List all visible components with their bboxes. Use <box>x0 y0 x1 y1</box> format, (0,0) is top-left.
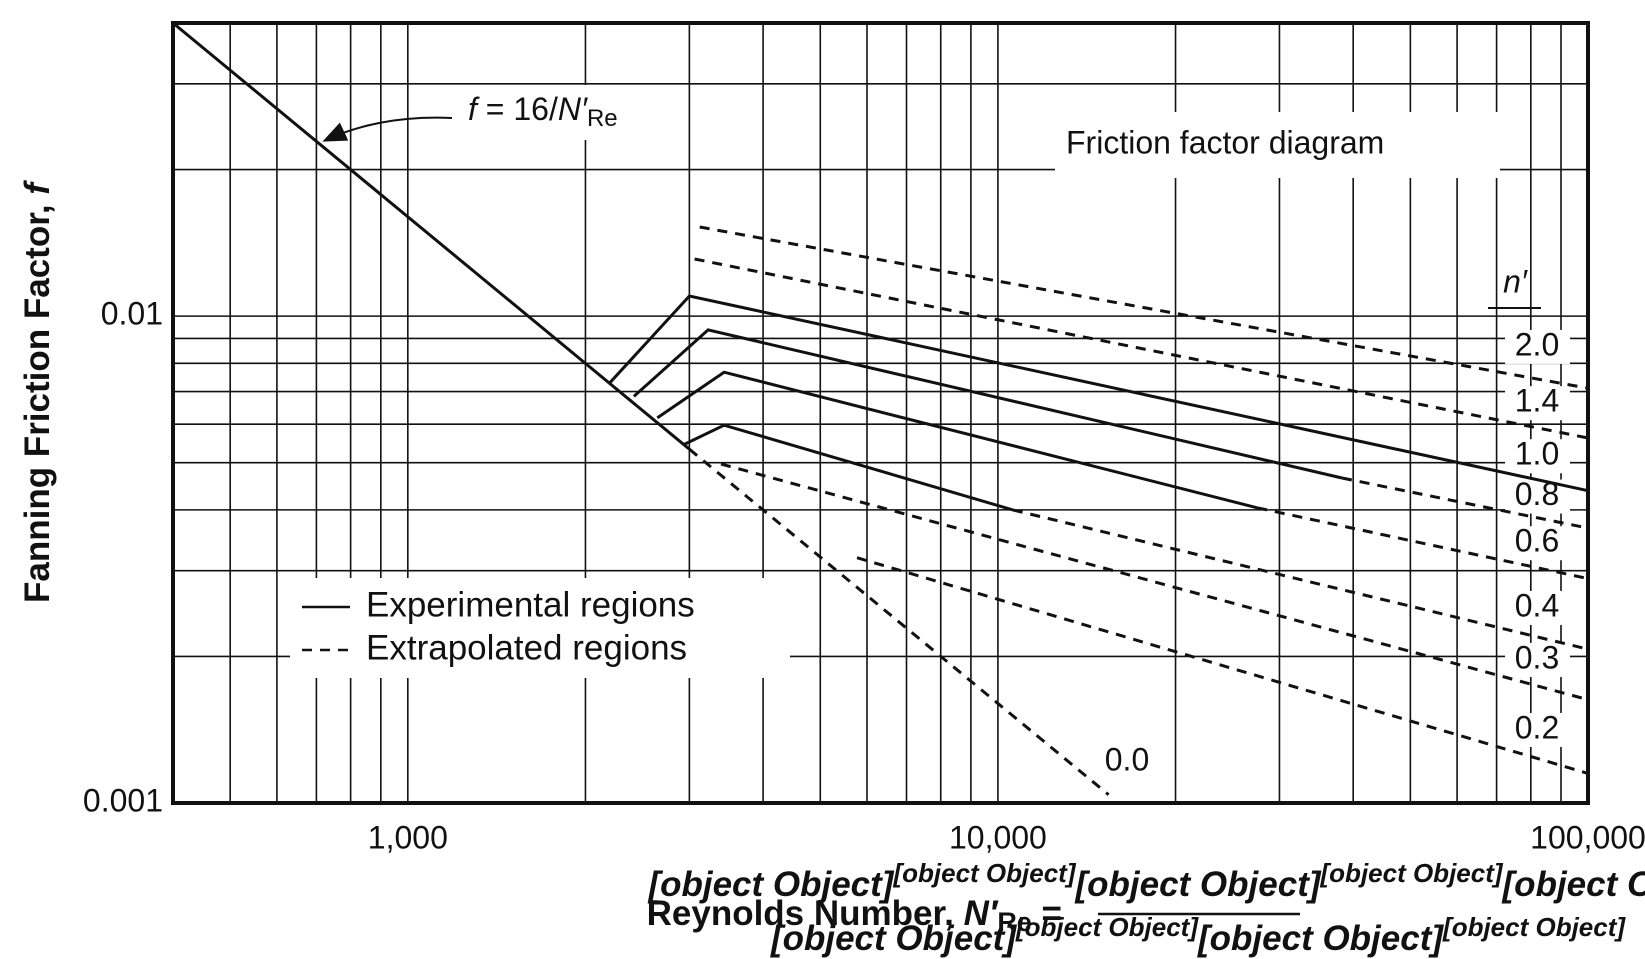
annotation-symbol: N′ <box>558 91 588 127</box>
x-axis-label-part: [object Object] <box>1015 912 1199 942</box>
inset-title: Friction factor diagram <box>1066 124 1384 160</box>
annotation-arrow <box>322 116 453 142</box>
series-label: 0.4 <box>1515 587 1559 623</box>
y-axis-label-symbol: f <box>18 180 57 195</box>
x-axis-label-part: [object Object] <box>1074 865 1321 904</box>
laminar-line <box>172 21 691 451</box>
x-axis-label-part: [object Object] <box>1320 858 1504 888</box>
annotation-subscript: Re <box>587 105 618 132</box>
legend-label: Extrapolated regions <box>366 628 687 667</box>
series-label: 0.8 <box>1515 476 1559 512</box>
label-background <box>1505 590 1570 625</box>
label-background <box>1505 526 1570 561</box>
series-label: 1.0 <box>1515 436 1559 472</box>
label-background <box>1505 712 1570 747</box>
extrapolated-line <box>688 448 1110 796</box>
label-background <box>1090 745 1160 779</box>
label-background <box>1505 642 1570 677</box>
series-label: 0.3 <box>1515 639 1559 675</box>
series-label: 0.6 <box>1515 523 1559 559</box>
experimental-line <box>632 328 1343 480</box>
series-label: 1.4 <box>1515 383 1559 419</box>
series-label: 0.0 <box>1105 741 1149 777</box>
extrapolated-line <box>699 225 1589 390</box>
x-axis-label-subscript: Re <box>997 907 1032 937</box>
y-tick-label: 0.01 <box>101 296 163 332</box>
label-background <box>455 85 680 140</box>
x-axis-label-part: [object Object] <box>1197 919 1444 958</box>
x-axis-label-text: Reynolds Number, <box>647 894 964 933</box>
label-background <box>1505 329 1570 364</box>
legend-label: Experimental regions <box>366 585 695 624</box>
label-background <box>1505 439 1570 474</box>
x-tick-label: 100,000 <box>1530 819 1645 855</box>
x-axis-label-part: [object Object] <box>1502 865 1645 904</box>
label-background <box>1505 386 1570 421</box>
y-axis-label-text: Fanning Friction Factor, <box>18 195 57 603</box>
x-axis-label-equals: = <box>1032 894 1062 933</box>
series-label: 2.0 <box>1515 326 1559 362</box>
extrapolated-line <box>694 257 1589 440</box>
x-axis-label-part: [object Object] <box>770 919 1017 958</box>
extrapolated-line <box>720 462 1589 702</box>
y-axis-label: Fanning Friction Factor, f <box>18 180 57 603</box>
label-background <box>1055 112 1500 178</box>
extrapolated-line <box>856 556 1589 775</box>
extrapolated-line <box>1256 506 1589 581</box>
plot-border <box>171 21 1590 805</box>
experimental-line <box>683 423 1014 512</box>
x-axis-label-denominator: [object Object][object Object][object Ob… <box>770 912 1626 958</box>
x-axis-label-part: [object Object] <box>892 858 1076 888</box>
series-header: n′ <box>1503 263 1528 299</box>
x-axis-label-symbol: N′ <box>964 894 999 933</box>
extrapolated-line <box>1341 476 1589 530</box>
series-label: 0.2 <box>1515 709 1559 745</box>
x-tick-label: 1,000 <box>368 819 448 855</box>
experimental-line <box>608 294 1589 493</box>
annotation-text: = 16/ <box>477 91 558 127</box>
x-axis-label: Reynolds Number, N′Re = <box>647 894 1062 937</box>
x-tick-label: 10,000 <box>949 819 1047 855</box>
x-axis-label-numerator: [object Object][object Object][object Ob… <box>647 858 1645 904</box>
x-axis-label-part: [object Object] <box>647 865 894 904</box>
annotation: f = 16/N′Re <box>468 91 618 132</box>
x-axis-label-part: [object Object] <box>1442 912 1626 942</box>
y-tick-label: 0.001 <box>83 782 163 818</box>
label-background <box>290 578 790 678</box>
extrapolated-line <box>1012 508 1589 651</box>
experimental-line <box>656 370 1258 510</box>
